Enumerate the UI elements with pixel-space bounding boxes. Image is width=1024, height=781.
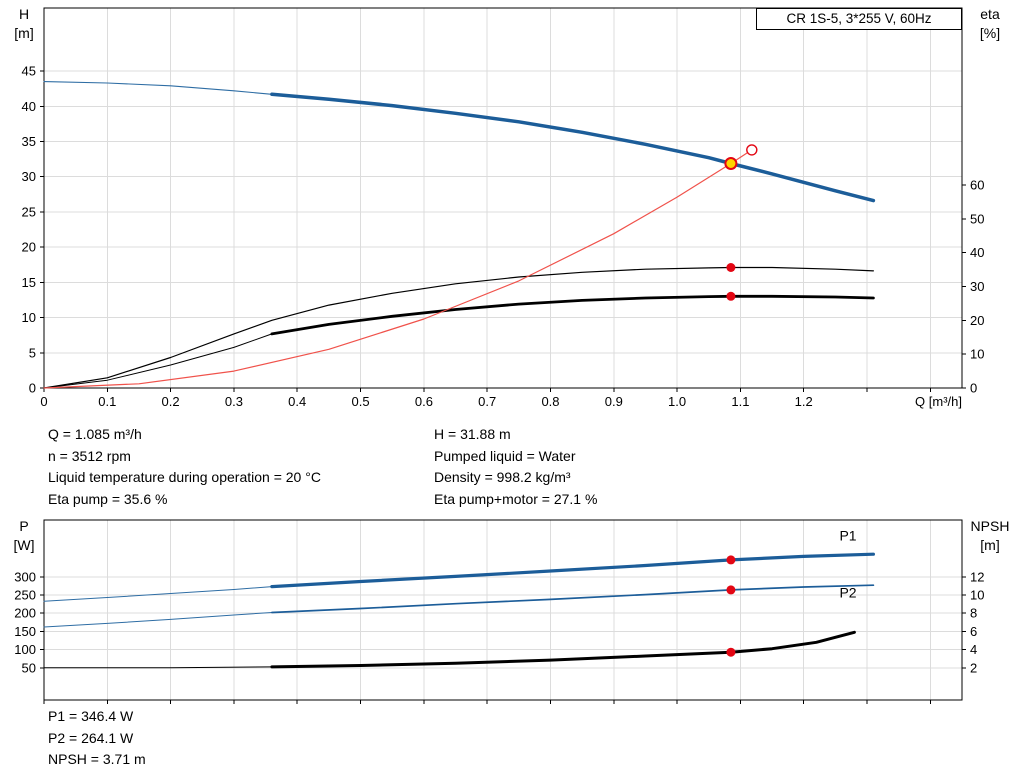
y-left-tick-label: 0 bbox=[29, 381, 36, 396]
y-left-tick-label: 35 bbox=[22, 134, 36, 149]
npsh-ext-curve bbox=[43, 666, 273, 669]
y-left-tick-label: 40 bbox=[22, 99, 36, 114]
info-head: H = 31.88 m bbox=[434, 426, 511, 442]
y-left-tick-label: 150 bbox=[14, 624, 36, 639]
y-left-tick-label: 45 bbox=[22, 64, 36, 79]
eta-pump-motor-curve bbox=[270, 294, 875, 336]
y-right-tick-label: 6 bbox=[970, 624, 977, 639]
operating-point-dot bbox=[726, 647, 736, 657]
y-left-tick-label: 200 bbox=[14, 606, 36, 621]
h-axis-unit: [m] bbox=[14, 25, 34, 41]
operating-point-dot bbox=[726, 555, 736, 565]
y-right-tick-label: 60 bbox=[970, 178, 984, 193]
eta-pump-curve bbox=[43, 266, 875, 389]
p2-curve bbox=[271, 584, 875, 614]
y-right-tick-label: 50 bbox=[970, 211, 984, 226]
right-axis-title-bottom: NPSH [m] bbox=[958, 517, 1022, 555]
y-left-tick-label: 10 bbox=[22, 310, 36, 325]
rated-point-ring bbox=[746, 144, 758, 156]
p-axis-unit: [W] bbox=[13, 537, 35, 553]
power-npsh-chart: 50 100 150 200 250 300 2 4 6 8 10 12 P1 P2 bbox=[14, 519, 984, 704]
operating-point-dot bbox=[726, 291, 736, 301]
info-block-power: P1 = 346.4 W P2 = 264.1 W NPSH = 3.71 m bbox=[48, 706, 146, 771]
qh-eta-chart: 0 0.1 0.2 0.3 0.4 0.5 0.6 0.7 0.8 0.9 1.0 1.1 1.2 0 5 1… bbox=[22, 7, 984, 409]
x-tick-label: 0.4 bbox=[288, 394, 306, 409]
plot-border bbox=[43, 7, 963, 389]
eta-axis-name: eta bbox=[980, 6, 1000, 22]
info-block-right: H = 31.88 m Pumped liquid = Water Densit… bbox=[434, 424, 597, 510]
info-eta-pump-motor: Eta pump+motor = 27.1 % bbox=[434, 490, 598, 507]
eta-axis-unit: [%] bbox=[979, 25, 1001, 41]
y-left-tick-label: 20 bbox=[22, 240, 36, 255]
y-left-tick-label: 25 bbox=[22, 204, 36, 219]
eta-pump-motor-ext-curve bbox=[43, 333, 273, 389]
p1-curve bbox=[270, 552, 876, 589]
y-left-tick-label: 15 bbox=[22, 275, 36, 290]
x-tick-label: 1.2 bbox=[795, 394, 813, 409]
y-left-tick-label: 300 bbox=[14, 569, 36, 584]
y-right-tick-label: 30 bbox=[970, 279, 984, 294]
plot-border bbox=[43, 519, 963, 701]
x-tick-label: 0.2 bbox=[162, 394, 180, 409]
x-tick-label: 0.9 bbox=[605, 394, 623, 409]
info-density: Density = 998.2 kg/m³ bbox=[434, 469, 571, 485]
x-axis-label: Q [m³/h] bbox=[915, 394, 962, 409]
info-p1: P1 = 346.4 W bbox=[48, 708, 134, 724]
info-npsh: NPSH = 3.71 m bbox=[48, 751, 146, 767]
y-right-tick-label: 20 bbox=[970, 313, 984, 328]
y-right-tick-label: 8 bbox=[970, 606, 977, 621]
h-axis-name: H bbox=[18, 6, 30, 22]
x-tick-label: 0.5 bbox=[352, 394, 370, 409]
info-liquid-temperature: Liquid temperature during operation = 20… bbox=[48, 469, 321, 485]
p-axis-name: P bbox=[19, 518, 29, 534]
info-flow: Q = 1.085 m³/h bbox=[48, 426, 142, 442]
info-speed: n = 3512 rpm bbox=[48, 447, 131, 464]
left-axis-title-top: H [m] bbox=[6, 5, 42, 43]
qh-ext-curve bbox=[43, 81, 273, 95]
y-left-tick-label: 30 bbox=[22, 169, 36, 184]
x-tick-label: 0.8 bbox=[541, 394, 559, 409]
y-left-tick-label: 5 bbox=[29, 345, 36, 360]
y-left-tick-label: 250 bbox=[14, 588, 36, 603]
operating-point-dot bbox=[726, 585, 736, 595]
pump-title-box: CR 1S-5, 3*255 V, 60Hz bbox=[756, 8, 962, 30]
info-block-left: Q = 1.085 m³/h n = 3512 rpm Liquid tempe… bbox=[48, 424, 321, 510]
curve-label-p1: P1 bbox=[839, 527, 856, 543]
npsh-axis-unit: [m] bbox=[980, 537, 1000, 553]
curve-label-p2: P2 bbox=[839, 585, 856, 601]
x-tick-label: 1.0 bbox=[668, 394, 686, 409]
y-right-tick-label: 4 bbox=[970, 642, 977, 657]
info-p2: P2 = 264.1 W bbox=[48, 729, 134, 746]
right-axis-title-top: eta [%] bbox=[964, 5, 1016, 43]
qh-curve bbox=[270, 92, 876, 203]
y-right-tick-label: 10 bbox=[970, 588, 984, 603]
npsh-curve bbox=[270, 630, 856, 669]
y-right-tick-label: 10 bbox=[970, 347, 984, 362]
p2-ext-curve bbox=[43, 612, 273, 628]
duty-point-dot[interactable] bbox=[724, 157, 738, 170]
operating-point-dot bbox=[726, 263, 736, 272]
y-right-tick-label: 0 bbox=[970, 381, 977, 396]
info-pumped-liquid: Pumped liquid = Water bbox=[434, 447, 576, 464]
left-axis-title-bottom: P [W] bbox=[6, 517, 42, 555]
x-tick-label: 0.3 bbox=[225, 394, 243, 409]
y-left-tick-label: 50 bbox=[22, 660, 36, 675]
system-curve-curve bbox=[43, 149, 753, 389]
info-eta-pump: Eta pump = 35.6 % bbox=[48, 490, 168, 507]
y-left-tick-label: 100 bbox=[14, 642, 36, 657]
p1-ext-curve bbox=[43, 586, 273, 602]
x-tick-label: 0.1 bbox=[98, 394, 116, 409]
npsh-axis-name: NPSH bbox=[970, 518, 1010, 534]
x-tick-label: 0.6 bbox=[415, 394, 433, 409]
y-right-tick-label: 40 bbox=[970, 245, 984, 260]
y-right-tick-label: 12 bbox=[970, 569, 984, 584]
x-tick-label: 0.7 bbox=[478, 394, 496, 409]
x-tick-label: 1.1 bbox=[731, 394, 749, 409]
x-tick-label: 0 bbox=[40, 394, 47, 409]
y-right-tick-label: 2 bbox=[970, 660, 977, 675]
